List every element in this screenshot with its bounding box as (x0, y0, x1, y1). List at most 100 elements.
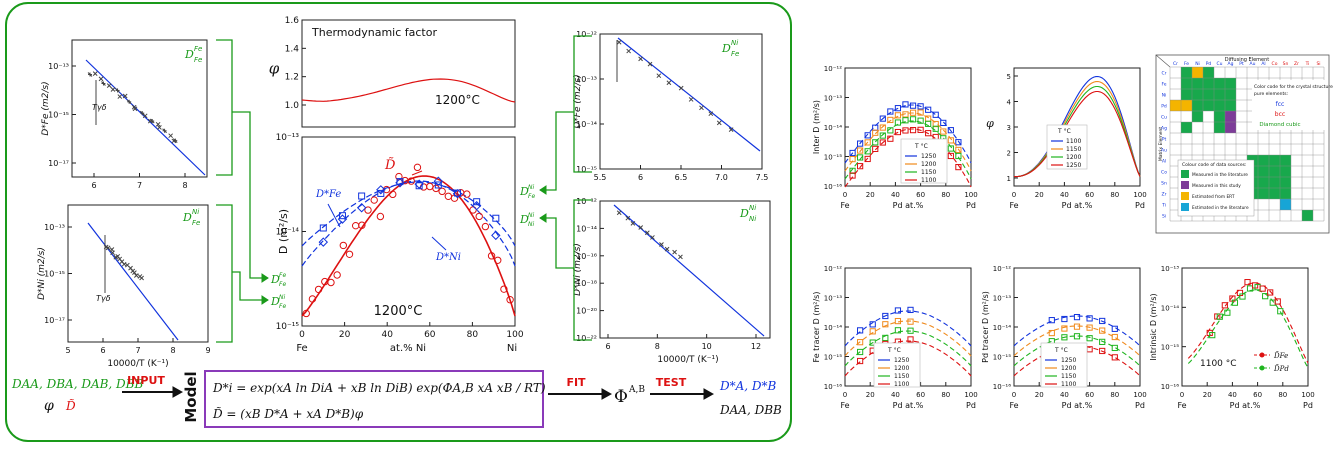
data-point-square (849, 172, 856, 179)
grid-cell-filled (1280, 166, 1291, 177)
series-label: D (182, 211, 192, 224)
data-point-square (879, 139, 886, 146)
legend-title: T °C (887, 347, 901, 354)
data-point-circle (500, 285, 508, 293)
grid-cell-filled (1181, 67, 1192, 78)
data-point-square (917, 109, 924, 116)
cross-stroke (110, 87, 116, 92)
grid-row-label: Cu (1161, 115, 1167, 121)
data-point-square (925, 130, 932, 137)
cross-stroke (716, 120, 722, 126)
bracket-fe-in-ni (573, 35, 592, 173)
x-tick-label: 80 (1110, 391, 1119, 399)
arrowhead-right (261, 295, 269, 305)
dfe-pointer (327, 203, 341, 228)
grid-row-label: Pd (1161, 104, 1167, 110)
data-point-square (872, 129, 879, 136)
data-point-square (1048, 317, 1055, 324)
x-tick-label: 100 (506, 330, 523, 340)
plot-main-diffusion: 10⁻¹³ 10⁻¹⁴ 10⁻¹⁵0 20 40 60 80 100 D (m²/s) Fe at.… (276, 133, 524, 354)
grid-row-label: Ni (1162, 93, 1167, 99)
data-point-square (1099, 338, 1106, 345)
x-tick-label: 7 (135, 346, 140, 355)
data-point-square (1231, 299, 1239, 306)
data-point-square (882, 312, 889, 320)
data-point-square (902, 101, 909, 108)
grid-cell-filled (1280, 155, 1291, 166)
y-axis-label: Intrinsic D (m²/s) (1149, 293, 1158, 360)
data-point-cross (168, 133, 174, 139)
y-tick-label: 10⁻¹⁴ (824, 124, 842, 132)
data-point-diamond (433, 176, 444, 186)
phi-curve (1013, 90, 1141, 178)
cross-stroke (117, 256, 123, 262)
endpoint-label: D (270, 273, 280, 286)
x-tick-label: 20 (1035, 391, 1044, 399)
data-point-square (907, 336, 914, 343)
data-point-cross (708, 111, 714, 117)
cross-stroke (728, 127, 734, 132)
grid-row-label: Co (1161, 170, 1167, 176)
data-point-square (887, 135, 894, 142)
data-point-circle (358, 221, 366, 229)
data-point-square (940, 119, 947, 126)
series-label-sup: Fe (194, 45, 202, 53)
data-point-circle (339, 241, 348, 250)
grid-col-label: Fe (1184, 61, 1189, 67)
data-point-square (894, 128, 902, 136)
data-point-star (87, 72, 93, 77)
x-tick-label: 60 (916, 191, 925, 199)
series-label: D (721, 42, 731, 55)
data-point-square (909, 102, 917, 109)
grid-row-label: Au (1161, 148, 1167, 154)
endpoint-label-sub: Ni (528, 221, 534, 228)
y-tick-label: 10⁻¹⁷ (44, 316, 65, 325)
source-legend-title: Colour code of data sources: (1182, 162, 1246, 168)
data-point-square (894, 112, 902, 119)
grid-row-label: Al (1162, 159, 1166, 165)
data-point-cross (106, 83, 112, 88)
series-label-sub: Fe (194, 56, 202, 64)
grid-cell-filled (1203, 100, 1214, 111)
output-tracers: D*A, D*B (719, 379, 777, 393)
data-point-square (932, 111, 939, 118)
data-point-circle (444, 192, 453, 201)
y-tick-label: 10⁻²⁰ (576, 307, 597, 316)
data-point-circle (506, 296, 514, 304)
endpoint-label-sub: Fe (279, 281, 286, 288)
x-left-label: Fe (840, 201, 849, 210)
plot-inter-d: 10⁻¹² 10⁻¹³ 10⁻¹⁴ 10⁻¹⁵ 10⁻¹⁶0 20 40 60 80 100 Int… (812, 65, 978, 210)
data-point-square (947, 127, 954, 134)
cross-stroke (168, 133, 174, 139)
y-tick-label: 10⁻¹⁵ (824, 354, 842, 362)
plot-phi-pd: 5 4 3 2 10 20 40 60 80 100 φ Pd at.% Fe Pd T °C 1100115… (986, 67, 1147, 210)
grid-title: Diffusing Element (1225, 57, 1270, 63)
x-right-label: Pd (1135, 401, 1145, 410)
series-label-sup: Ni (731, 39, 738, 47)
grid-cell-filled (1258, 188, 1269, 199)
data-point-square (955, 152, 962, 160)
data-point-cross (659, 242, 664, 247)
x-tick-label: 6 (605, 342, 610, 351)
data-point-circle (382, 185, 391, 194)
cross-stroke (616, 210, 622, 216)
t-label: Tγδ (92, 103, 107, 112)
x-tick-label: 40 (1060, 191, 1069, 199)
cross-stroke (644, 230, 650, 236)
x-tick-label: 5.5 (594, 173, 607, 182)
grid-cell-filled (1203, 78, 1214, 89)
grid-cell-filled (1280, 177, 1291, 188)
cross-stroke (132, 270, 137, 276)
x-tick-label: 0 (1180, 391, 1184, 399)
grid-cell-filled (1302, 210, 1313, 221)
y-tick-label: 10⁻¹³ (48, 62, 69, 71)
data-point-square (879, 115, 886, 122)
data-point-square (1216, 313, 1223, 320)
fit-line (85, 59, 206, 176)
x-axis-label: Pd at.% (1230, 401, 1261, 410)
series-label-sub: Fe (731, 50, 739, 58)
y-tick-label: 10⁻¹⁵ (993, 354, 1011, 362)
data-point-square (1073, 314, 1081, 321)
endpoint-label: D (519, 185, 529, 198)
